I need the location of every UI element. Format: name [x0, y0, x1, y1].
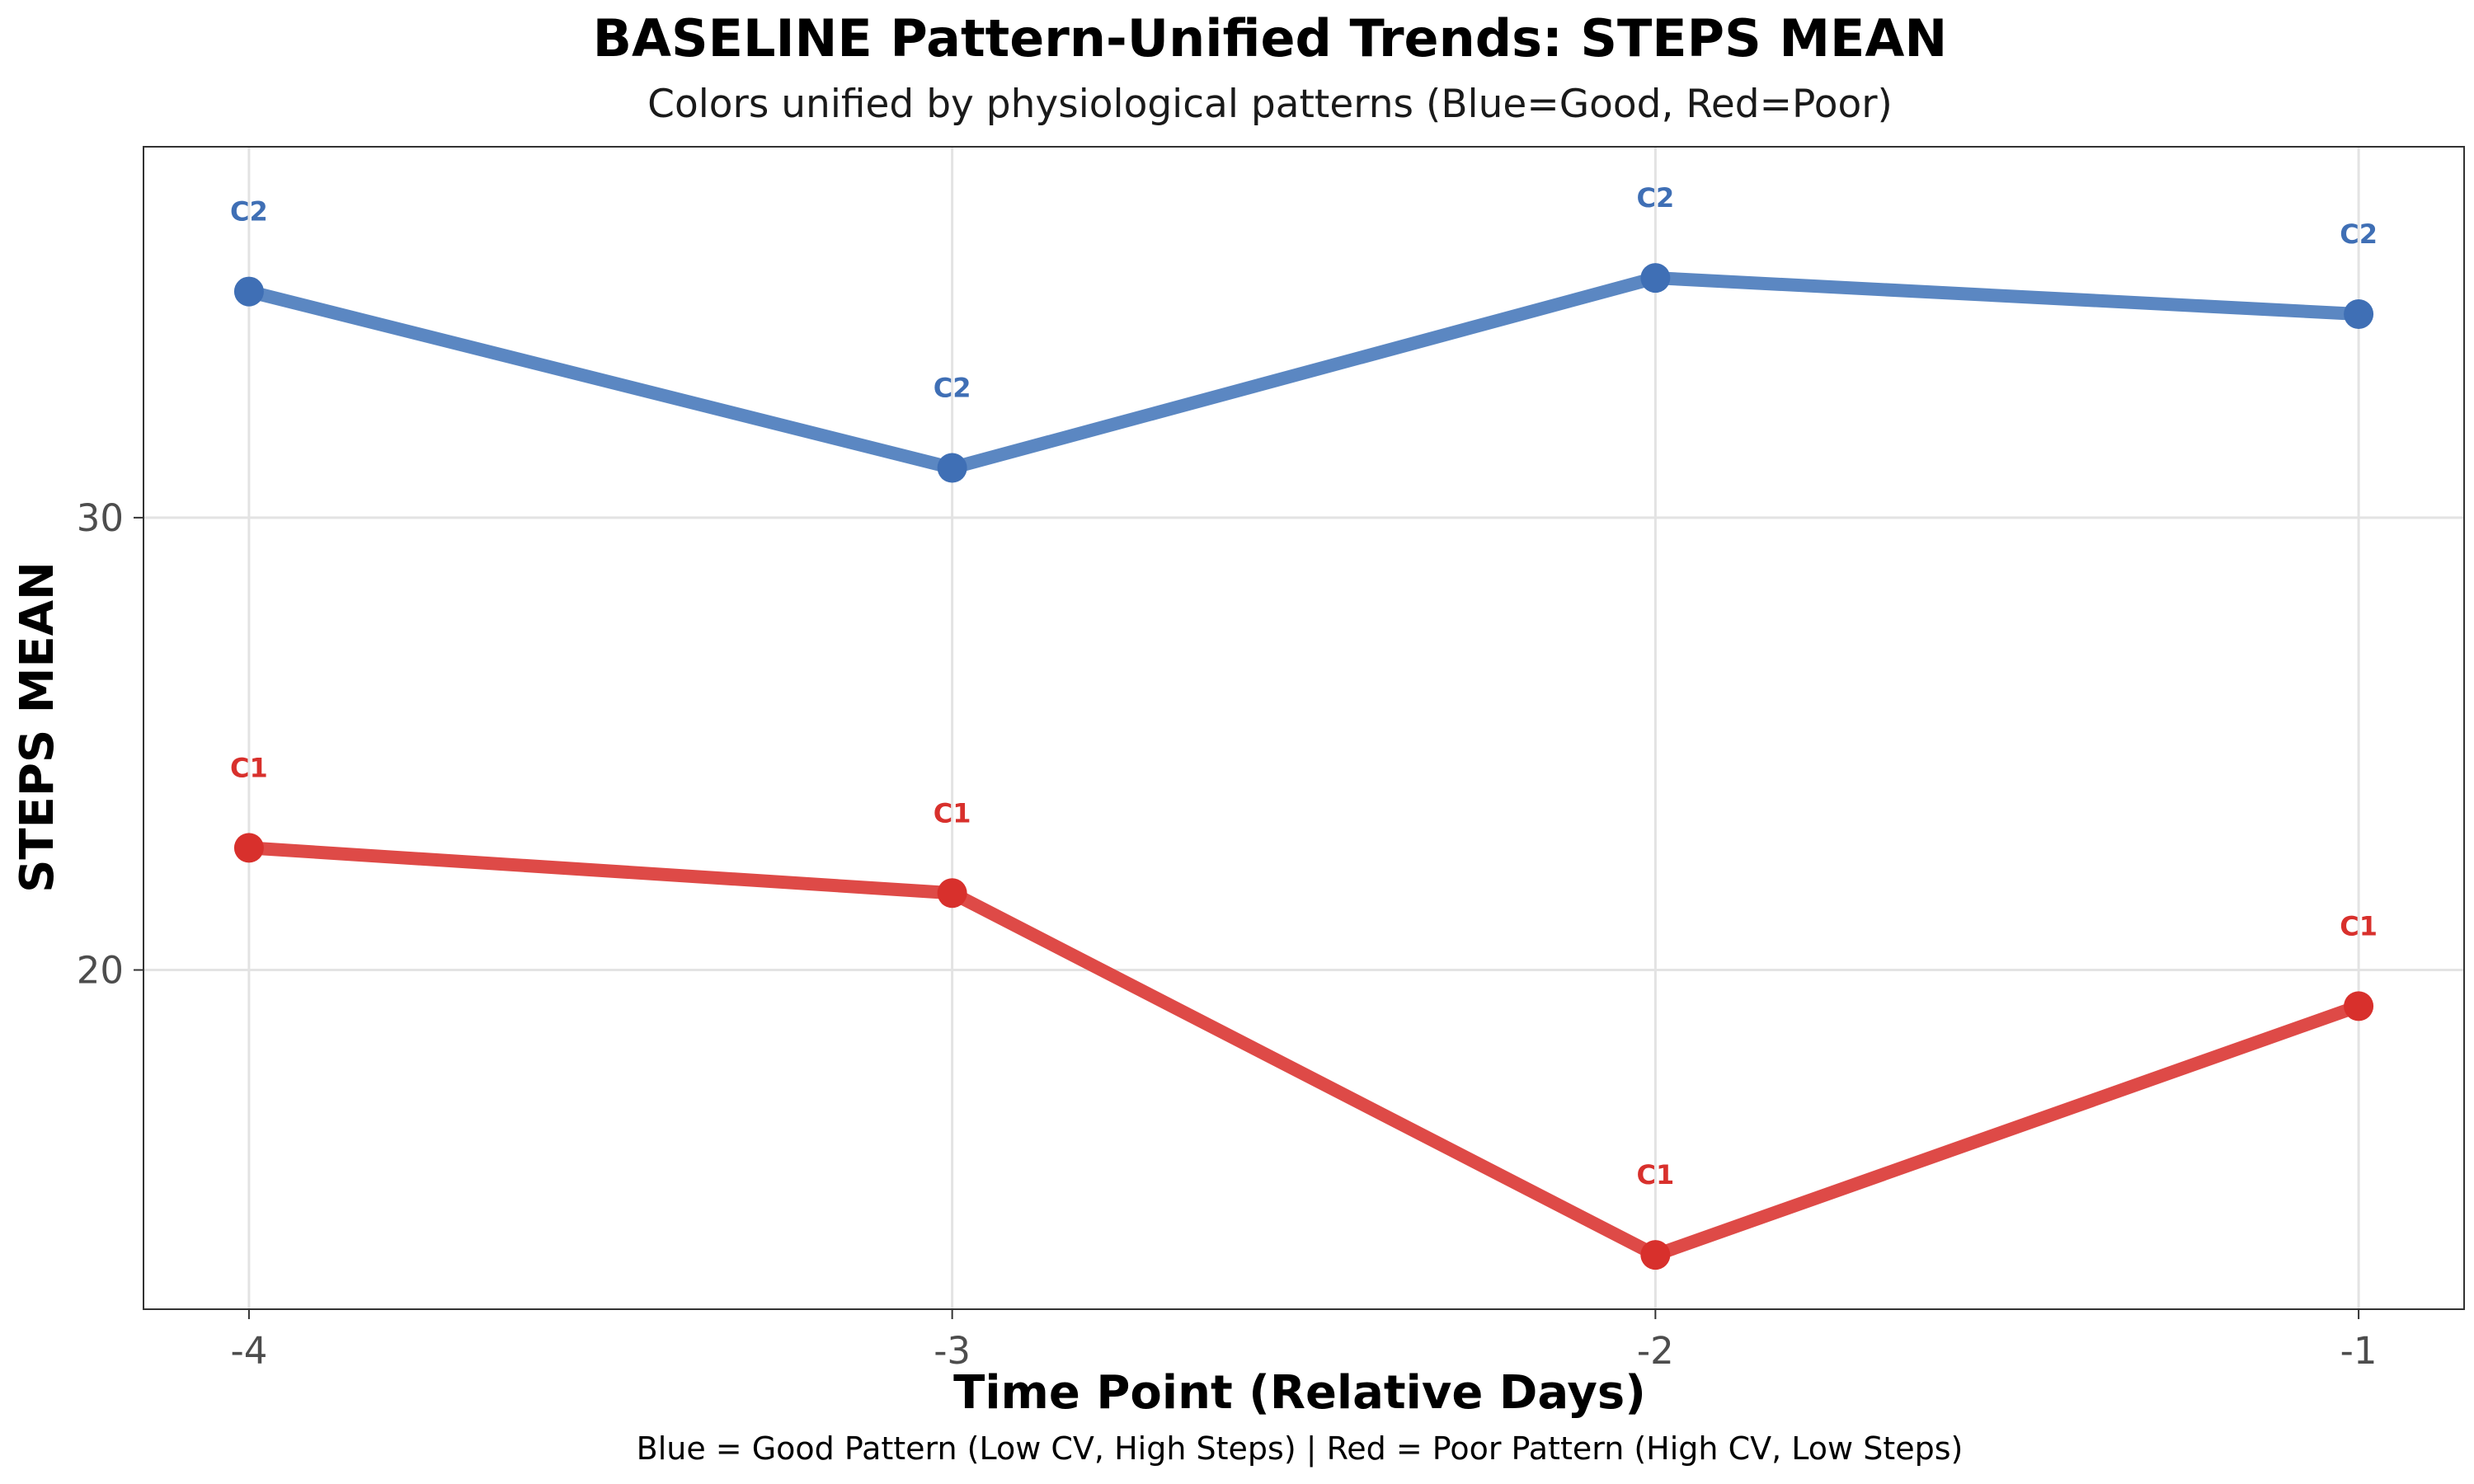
data-point — [1640, 1240, 1671, 1270]
x-tick-label: -4 — [230, 1329, 267, 1373]
data-point — [233, 833, 264, 863]
point-label: C2 — [934, 373, 971, 404]
y-axis-title: STEPS MEAN — [11, 561, 64, 893]
data-points — [233, 263, 2374, 1270]
point-label: C1 — [1636, 1159, 1674, 1190]
y-tick-label: 20 — [77, 949, 124, 993]
x-axis-title: Time Point (Relative Days) — [953, 1366, 1646, 1420]
data-point — [1640, 263, 1671, 294]
grid-lines — [143, 147, 2464, 1309]
point-label: C1 — [934, 797, 971, 829]
x-tick-label: -2 — [1637, 1329, 1674, 1373]
x-tick-label: -1 — [2340, 1329, 2378, 1373]
series-line — [242, 841, 2366, 1262]
plot-frame — [143, 146, 2465, 1310]
x-tick-label: -3 — [934, 1329, 971, 1373]
y-tick-label: 30 — [77, 496, 124, 540]
series-line — [242, 271, 2366, 475]
point-label: C2 — [2340, 218, 2378, 250]
point-label: C2 — [1636, 182, 1674, 214]
point-label: C2 — [230, 196, 268, 228]
point-labels: C2 C2 C2 C2 C1 C1 C1 C1 — [230, 182, 2378, 1190]
data-point — [233, 276, 264, 307]
data-point — [2344, 991, 2374, 1021]
point-label: C1 — [230, 752, 268, 783]
series-lines — [242, 271, 2366, 1262]
axis-ticks: -4 -3 -2 -1 20 30 — [77, 496, 2378, 1373]
data-point — [937, 878, 967, 909]
data-point — [2344, 298, 2374, 329]
chart-subtitle: Colors unified by physiological patterns… — [647, 82, 1893, 127]
data-point — [937, 453, 967, 483]
point-label: C1 — [2340, 910, 2378, 942]
chart-caption: Blue = Good Pattern (Low CV, High Steps)… — [637, 1430, 1964, 1468]
chart-title: BASELINE Pattern-Unified Trends: STEPS M… — [593, 8, 1948, 68]
